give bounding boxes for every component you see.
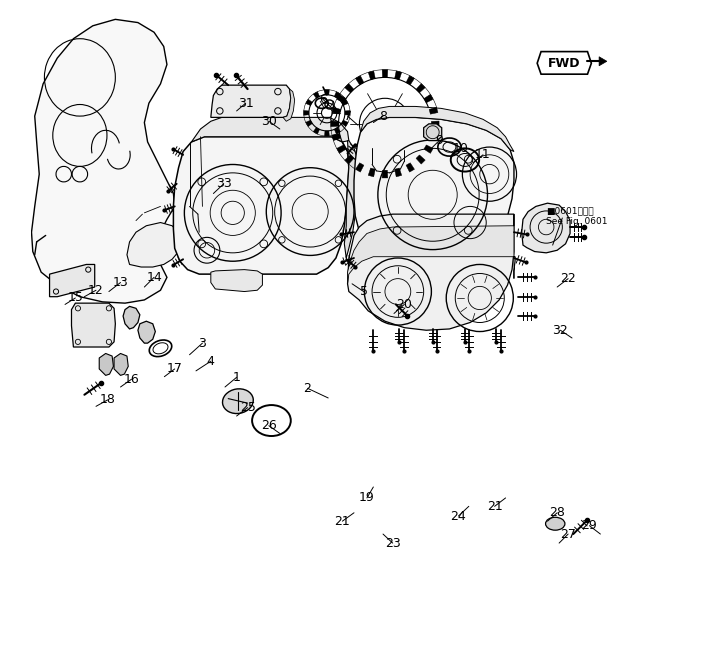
- Text: 31: 31: [238, 97, 253, 110]
- Text: 30: 30: [261, 115, 277, 128]
- Polygon shape: [345, 84, 354, 93]
- Polygon shape: [173, 137, 349, 274]
- Polygon shape: [345, 110, 350, 115]
- Polygon shape: [406, 163, 414, 172]
- Text: 13: 13: [113, 276, 128, 289]
- Text: 14: 14: [146, 271, 162, 284]
- Polygon shape: [368, 168, 375, 177]
- Text: 24: 24: [450, 510, 467, 522]
- Polygon shape: [127, 223, 181, 267]
- Text: 8: 8: [379, 110, 387, 123]
- Polygon shape: [394, 168, 401, 177]
- Text: 16: 16: [124, 373, 139, 386]
- Polygon shape: [332, 134, 341, 141]
- Text: 18: 18: [100, 393, 115, 406]
- Polygon shape: [429, 107, 438, 114]
- Text: 27: 27: [560, 528, 576, 541]
- Polygon shape: [416, 84, 426, 93]
- Polygon shape: [306, 99, 312, 106]
- Polygon shape: [341, 99, 348, 106]
- Text: 21: 21: [486, 500, 503, 513]
- Polygon shape: [211, 270, 263, 292]
- Polygon shape: [394, 71, 401, 80]
- Polygon shape: [348, 214, 515, 284]
- Polygon shape: [72, 303, 115, 347]
- Polygon shape: [360, 106, 514, 152]
- Polygon shape: [332, 107, 341, 114]
- Text: 32: 32: [552, 324, 569, 337]
- Polygon shape: [424, 94, 433, 103]
- Text: 1: 1: [233, 371, 241, 384]
- Ellipse shape: [222, 389, 253, 413]
- Text: 4: 4: [207, 355, 215, 368]
- Polygon shape: [313, 128, 319, 134]
- Polygon shape: [537, 52, 591, 74]
- Polygon shape: [283, 89, 295, 121]
- Polygon shape: [382, 170, 388, 178]
- Polygon shape: [334, 92, 341, 98]
- Polygon shape: [334, 128, 341, 134]
- Text: 6: 6: [319, 93, 327, 106]
- Text: 29: 29: [581, 519, 598, 532]
- Text: 21: 21: [334, 515, 350, 528]
- Polygon shape: [382, 70, 388, 77]
- Polygon shape: [31, 19, 175, 303]
- Polygon shape: [341, 120, 348, 126]
- Polygon shape: [306, 120, 312, 126]
- Text: 2: 2: [304, 382, 312, 395]
- Polygon shape: [344, 141, 358, 258]
- Polygon shape: [337, 145, 346, 154]
- Polygon shape: [114, 353, 128, 375]
- Polygon shape: [324, 131, 329, 136]
- Polygon shape: [138, 321, 155, 343]
- Text: 10: 10: [452, 142, 469, 155]
- Polygon shape: [331, 121, 338, 126]
- Text: 11: 11: [475, 148, 491, 161]
- Text: 26: 26: [261, 419, 277, 432]
- Polygon shape: [191, 117, 349, 142]
- Polygon shape: [50, 264, 95, 297]
- Text: 15: 15: [67, 292, 84, 304]
- Text: 9: 9: [435, 134, 443, 147]
- Text: 28: 28: [549, 506, 565, 519]
- Polygon shape: [355, 163, 364, 172]
- Polygon shape: [431, 121, 439, 126]
- Polygon shape: [599, 57, 607, 66]
- Text: 19: 19: [359, 491, 375, 504]
- Polygon shape: [123, 306, 140, 329]
- Polygon shape: [337, 94, 346, 103]
- Polygon shape: [348, 214, 514, 330]
- Polygon shape: [416, 155, 426, 164]
- Text: FWD: FWD: [548, 57, 581, 70]
- Polygon shape: [313, 92, 319, 98]
- Polygon shape: [304, 110, 309, 115]
- Polygon shape: [406, 75, 414, 85]
- Text: 7: 7: [343, 110, 352, 123]
- Polygon shape: [99, 353, 113, 375]
- Polygon shape: [345, 155, 354, 164]
- Polygon shape: [423, 124, 442, 141]
- Text: 12: 12: [88, 284, 104, 297]
- Polygon shape: [355, 75, 364, 85]
- Text: 20: 20: [396, 298, 412, 311]
- Polygon shape: [424, 145, 433, 154]
- Text: 5: 5: [360, 285, 367, 298]
- Text: 17: 17: [167, 362, 183, 375]
- Text: 3: 3: [198, 337, 206, 350]
- Polygon shape: [211, 85, 291, 117]
- Polygon shape: [354, 117, 514, 259]
- Polygon shape: [324, 90, 329, 95]
- Polygon shape: [429, 134, 438, 141]
- Text: 22: 22: [560, 272, 576, 285]
- Text: ■0601図参照
See Fig. 0601: ■0601図参照 See Fig. 0601: [546, 206, 607, 226]
- Ellipse shape: [546, 517, 565, 530]
- Text: 33: 33: [216, 177, 232, 190]
- Polygon shape: [522, 203, 570, 253]
- Text: 23: 23: [385, 537, 401, 550]
- Polygon shape: [368, 71, 375, 80]
- Text: 25: 25: [239, 401, 256, 414]
